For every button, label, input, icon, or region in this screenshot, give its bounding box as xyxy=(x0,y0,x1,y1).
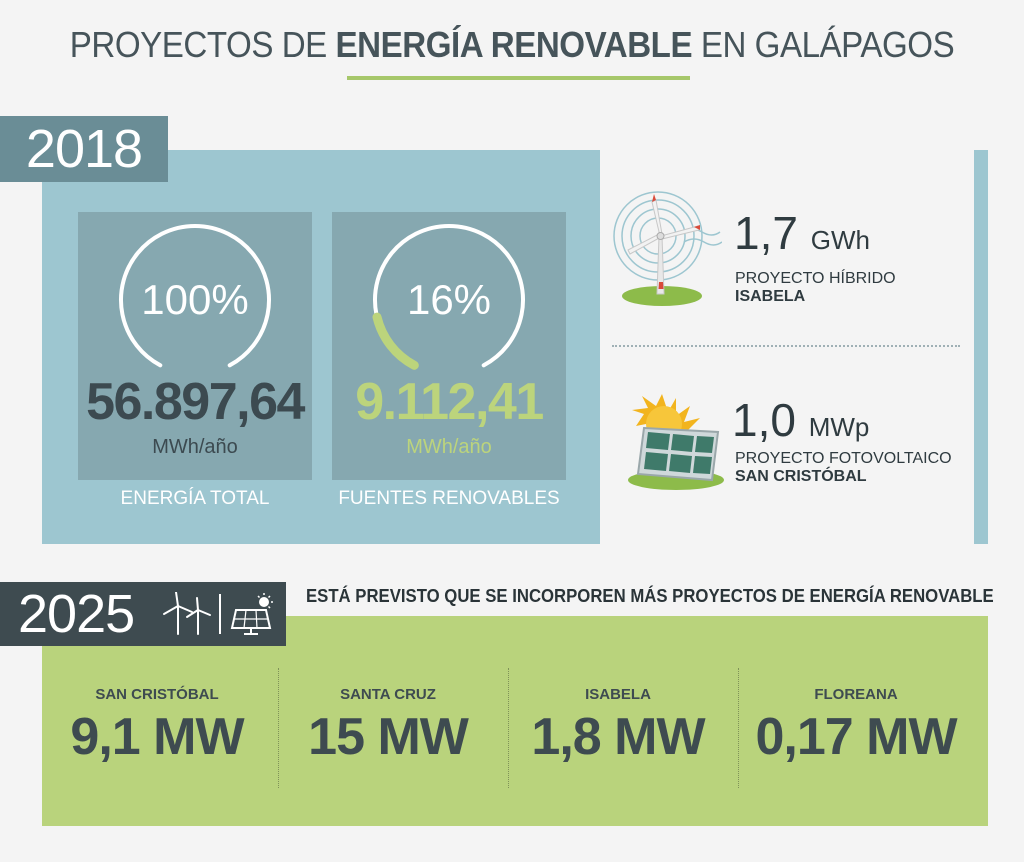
island-divider xyxy=(508,668,509,788)
island-san-cristobal: SAN CRISTÓBAL 9,1 MW xyxy=(42,686,272,767)
renewable-energy-card: 16% 9.112,41 MWh/año xyxy=(332,212,566,480)
renewable-energy-value: 9.112,41 xyxy=(355,373,544,431)
renewable-energy-unit: MWh/año xyxy=(406,436,492,458)
total-percent-arc xyxy=(119,224,271,368)
total-percent: 100% xyxy=(141,276,249,323)
island-capacity: 15 MW xyxy=(308,708,469,766)
renewable-energy-caption: FUENTES RENOVABLES xyxy=(338,488,560,509)
right-accent-bar xyxy=(974,150,988,544)
total-energy-card: 100% 56.897,64 MWh/año xyxy=(78,212,312,480)
island-name: SANTA CRUZ xyxy=(340,686,436,703)
solar-project-number: 1,0 xyxy=(732,394,796,446)
solar-project-location: SAN CRISTÓBAL xyxy=(735,468,867,485)
wind-project-location: ISABELA xyxy=(735,288,806,305)
solar-project-name: PROYECTO FOTOVOLTAICO SAN CRISTÓBAL xyxy=(735,450,952,486)
projects-divider xyxy=(612,345,960,347)
wind-project-type: PROYECTO HÍBRIDO xyxy=(735,270,896,287)
solar-project-value: 1,0 MWp xyxy=(732,393,869,447)
title-prefix: PROYECTOS DE xyxy=(69,24,336,65)
wind-project-number: 1,7 xyxy=(734,207,798,259)
title-suffix: EN GALÁPAGOS xyxy=(692,24,955,65)
page-title: PROYECTOS DE ENERGÍA RENOVABLE EN GALÁPA… xyxy=(41,24,983,66)
headline-2025: ESTÁ PREVISTO QUE SE INCORPOREN MÁS PROY… xyxy=(306,586,994,606)
island-name: SAN CRISTÓBAL xyxy=(95,686,219,703)
renewable-percent-arc xyxy=(372,224,525,370)
island-capacity: 9,1 MW xyxy=(70,708,244,766)
renewable-percent: 16% xyxy=(406,276,492,323)
island-name: ISABELA xyxy=(585,686,651,703)
wind-turbine-icon xyxy=(613,191,722,306)
total-energy-unit: MWh/año xyxy=(152,436,238,458)
island-divider xyxy=(738,668,739,788)
title-underline xyxy=(347,76,690,80)
island-santa-cruz: SANTA CRUZ 15 MW xyxy=(273,686,503,767)
wind-project-name: PROYECTO HÍBRIDO ISABELA xyxy=(735,270,896,306)
year-2025-label: 2025 xyxy=(18,584,135,644)
island-capacity: 0,17 MW xyxy=(755,708,957,766)
wind-project-value: 1,7 GWh xyxy=(734,206,870,260)
island-capacity: 1,8 MW xyxy=(531,708,705,766)
island-name: FLOREANA xyxy=(814,686,898,703)
solar-panel-small-icon xyxy=(230,593,273,635)
island-floreana: FLOREANA 0,17 MW xyxy=(741,686,971,767)
wind-turbines-icon xyxy=(163,592,211,635)
island-divider xyxy=(278,668,279,788)
title-bold: ENERGÍA RENOVABLE xyxy=(335,24,693,65)
year-2025-tab xyxy=(0,582,286,646)
total-energy-caption: ENERGÍA TOTAL xyxy=(120,488,270,509)
island-isabela: ISABELA 1,8 MW xyxy=(503,686,733,767)
total-energy-value: 56.897,64 xyxy=(86,373,305,431)
panel-2025 xyxy=(42,616,988,826)
solar-panel-icon xyxy=(628,394,724,490)
icon-divider xyxy=(219,594,221,634)
wind-project-unit: GWh xyxy=(810,225,870,255)
solar-project-unit: MWp xyxy=(808,412,870,442)
year-2018-label: 2018 xyxy=(0,116,168,182)
solar-project-type: PROYECTO FOTOVOLTAICO xyxy=(735,450,952,467)
